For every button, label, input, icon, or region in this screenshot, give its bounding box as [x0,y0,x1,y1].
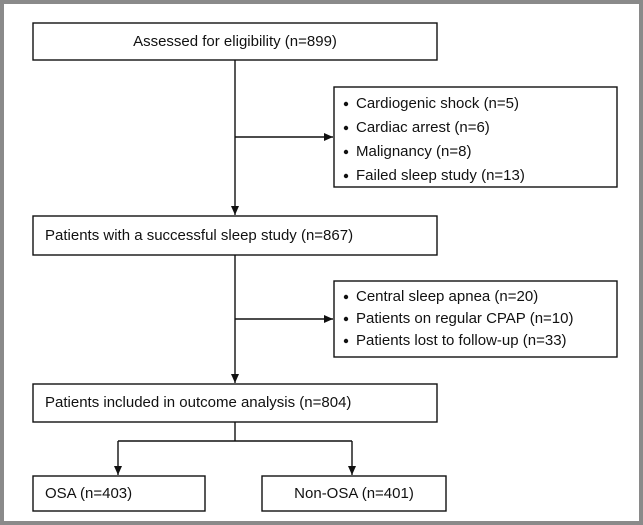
exclusion-item: Cardiogenic shock (n=5) [356,95,519,112]
exclusion-item: Central sleep apnea (n=20) [356,288,538,305]
bullet [343,125,349,131]
exclusion-item: Patients on regular CPAP (n=10) [356,310,574,327]
exclusion-box [333,280,618,358]
exclusion-lists: Cardiogenic shock (n=5) Cardiac arrest (n… [343,95,574,349]
exclusion-item: Malignancy (n=8) [356,143,471,160]
box [32,22,438,61]
box-label: Patients with a successful sleep study (… [45,227,353,244]
bullet [343,316,349,322]
bullet [343,338,349,344]
box [32,475,206,512]
box-label: OSA (n=403) [45,485,132,502]
box-label: Non-OSA (n=401) [294,485,414,502]
box [32,383,438,423]
bullet [343,294,349,300]
exclusion-item: Patients lost to follow-up (n=33) [356,332,567,349]
exclusion-item: Failed sleep study (n=13) [356,167,525,184]
exclusion-box [333,86,618,188]
box-label: Patients included in outcome analysis (n… [45,394,351,411]
exclusion-item: Cardiac arrest (n=6) [356,119,490,136]
bullet [343,173,349,179]
box [261,475,447,512]
bullet [343,149,349,155]
box-label: Assessed for eligibility (n=899) [133,33,337,50]
box [32,215,438,256]
connector [118,422,352,442]
bullet [343,101,349,107]
